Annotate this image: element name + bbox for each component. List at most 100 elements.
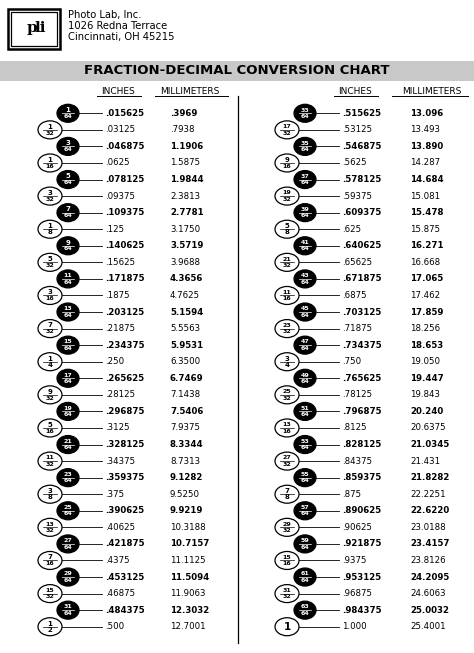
Text: MILLIMETERS: MILLIMETERS (160, 87, 219, 96)
Text: 32: 32 (283, 329, 292, 334)
Text: .90625: .90625 (342, 523, 372, 532)
Bar (0, 61, 474, 81)
Ellipse shape (38, 319, 62, 338)
Text: 3.1750: 3.1750 (170, 225, 200, 234)
Text: 13: 13 (283, 422, 292, 427)
Text: 2.7781: 2.7781 (170, 208, 204, 217)
Text: 43: 43 (301, 273, 310, 278)
Text: 64: 64 (64, 246, 73, 251)
Text: 9.1282: 9.1282 (170, 473, 203, 482)
Ellipse shape (38, 187, 62, 205)
Text: .84375: .84375 (342, 456, 372, 466)
Text: 1: 1 (47, 123, 53, 130)
Ellipse shape (38, 386, 62, 404)
Text: .359375: .359375 (105, 473, 144, 482)
Ellipse shape (57, 502, 79, 520)
Text: .125: .125 (105, 225, 124, 234)
Text: .609375: .609375 (342, 208, 381, 217)
Text: 1: 1 (283, 622, 291, 631)
Text: 3: 3 (47, 190, 53, 196)
Text: 10.3188: 10.3188 (170, 523, 206, 532)
Text: 8.7313: 8.7313 (170, 456, 200, 466)
Text: .1875: .1875 (105, 291, 129, 300)
Text: 19: 19 (283, 191, 292, 195)
Text: 19.447: 19.447 (410, 374, 444, 383)
Ellipse shape (38, 419, 62, 437)
Text: 17: 17 (283, 124, 292, 129)
Text: 23.0188: 23.0188 (410, 523, 446, 532)
Text: .234375: .234375 (105, 341, 145, 349)
Text: .640625: .640625 (342, 241, 381, 250)
Text: 31: 31 (283, 588, 292, 593)
Text: 32: 32 (46, 197, 55, 202)
Text: 27: 27 (283, 455, 292, 460)
Text: 32: 32 (283, 396, 292, 400)
Text: .171875: .171875 (105, 274, 145, 283)
Text: 64: 64 (64, 180, 73, 185)
Text: 9.5250: 9.5250 (170, 490, 200, 499)
Ellipse shape (275, 319, 299, 338)
Text: 7: 7 (47, 554, 53, 560)
Text: 5.5563: 5.5563 (170, 324, 200, 333)
Text: 19.050: 19.050 (410, 357, 440, 366)
Text: 1026 Redna Terrace: 1026 Redna Terrace (68, 21, 167, 31)
Text: 64: 64 (301, 511, 310, 517)
Text: 1: 1 (47, 157, 53, 163)
Text: 25.4001: 25.4001 (410, 622, 446, 631)
Text: 22.6220: 22.6220 (410, 506, 449, 515)
Ellipse shape (275, 419, 299, 437)
Ellipse shape (294, 370, 316, 387)
Text: 11.9063: 11.9063 (170, 589, 206, 598)
Ellipse shape (275, 253, 299, 272)
Ellipse shape (275, 584, 299, 603)
Text: 7.9375: 7.9375 (170, 423, 200, 432)
Text: 16: 16 (46, 164, 55, 168)
Text: .0625: .0625 (105, 159, 129, 167)
Text: 16: 16 (46, 428, 55, 434)
Text: 64: 64 (301, 611, 310, 616)
Text: .828125: .828125 (342, 440, 381, 449)
Text: 15: 15 (46, 588, 55, 593)
Text: 8: 8 (284, 494, 290, 500)
Text: 6.7469: 6.7469 (170, 374, 204, 383)
Ellipse shape (275, 353, 299, 371)
Text: 15.875: 15.875 (410, 225, 440, 234)
Text: 9.9219: 9.9219 (170, 506, 203, 515)
Text: 64: 64 (301, 412, 310, 417)
Text: 8: 8 (47, 494, 53, 500)
Ellipse shape (57, 270, 79, 288)
Text: 16: 16 (46, 296, 55, 301)
Text: 16.271: 16.271 (410, 241, 444, 250)
Text: .09375: .09375 (105, 191, 135, 200)
Text: 17.065: 17.065 (410, 274, 443, 283)
Text: 64: 64 (301, 279, 310, 285)
Text: .515625: .515625 (342, 109, 381, 118)
Text: 17: 17 (64, 373, 73, 377)
Text: 32: 32 (283, 594, 292, 599)
Text: 21: 21 (283, 257, 292, 262)
Ellipse shape (57, 535, 79, 553)
Text: 16: 16 (283, 561, 292, 566)
Text: 3.5719: 3.5719 (170, 241, 203, 250)
Text: 32: 32 (46, 594, 55, 599)
Ellipse shape (294, 104, 316, 122)
Ellipse shape (294, 336, 316, 354)
Text: 1.5875: 1.5875 (170, 159, 200, 167)
Text: 64: 64 (64, 578, 73, 582)
Text: 3.9688: 3.9688 (170, 258, 200, 267)
Ellipse shape (294, 270, 316, 288)
Text: 12.3032: 12.3032 (170, 605, 209, 614)
Text: 49: 49 (301, 373, 310, 377)
Text: 21.0345: 21.0345 (410, 440, 449, 449)
Text: 21.431: 21.431 (410, 456, 440, 466)
Text: 32: 32 (283, 131, 292, 136)
Text: 32: 32 (283, 528, 292, 533)
Text: 27: 27 (64, 538, 73, 543)
Ellipse shape (294, 170, 316, 189)
Text: INCHES: INCHES (338, 87, 372, 96)
Text: 2.3813: 2.3813 (170, 191, 200, 200)
Text: .296875: .296875 (105, 407, 145, 416)
Text: 32: 32 (283, 197, 292, 202)
Text: MILLIMETERS: MILLIMETERS (402, 87, 462, 96)
Text: 64: 64 (301, 578, 310, 582)
